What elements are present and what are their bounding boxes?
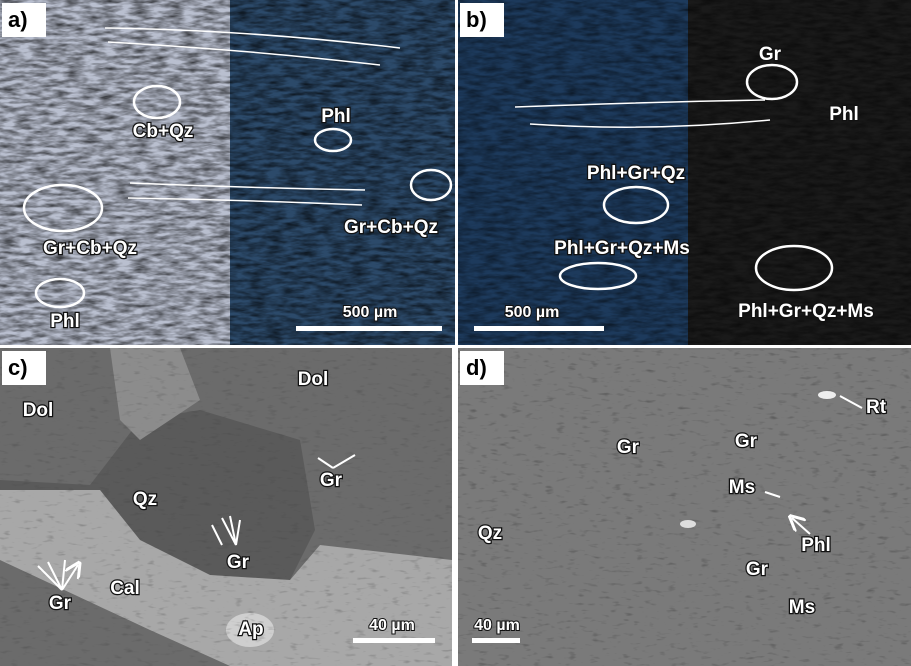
annotation: Gr xyxy=(227,552,250,573)
annotation: Cb+Qz xyxy=(133,121,194,142)
annotation: Gr xyxy=(746,559,769,580)
annotation: Gr xyxy=(735,431,758,452)
annotation: Ap xyxy=(238,619,263,640)
annotation: Phl+Gr+Qz+Ms xyxy=(554,238,690,259)
annotation: Gr xyxy=(759,44,782,65)
annotation: Phl xyxy=(801,535,831,556)
annotation: Dol xyxy=(298,369,329,390)
panel-a: a) Cb+Qz Phl Gr+Cb+Qz Gr+Cb+Qz Phl 500 µ… xyxy=(0,0,455,345)
scale-label: 40 µm xyxy=(369,617,415,634)
figure: a) Cb+Qz Phl Gr+Cb+Qz Gr+Cb+Qz Phl 500 µ… xyxy=(0,0,911,666)
annotation: Gr xyxy=(320,470,343,491)
scale-bar xyxy=(474,326,604,331)
scale-label: 500 µm xyxy=(343,304,398,321)
annotation: Dol xyxy=(23,400,54,421)
scale-bar xyxy=(353,638,435,643)
annotation: Qz xyxy=(133,489,157,510)
scale-label: 40 µm xyxy=(474,617,520,634)
annotation: Gr+Cb+Qz xyxy=(43,238,137,259)
grain xyxy=(680,520,696,528)
panel-label: d) xyxy=(466,355,487,380)
annotation: Phl+Gr+Qz+Ms xyxy=(738,301,874,322)
annotation: Ms xyxy=(789,597,815,618)
annotation: Gr xyxy=(49,593,72,614)
annotation: Gr+Cb+Qz xyxy=(344,217,438,238)
annotation: Gr xyxy=(617,437,640,458)
annotation: Ms xyxy=(729,477,755,498)
panel-label: b) xyxy=(466,7,487,32)
texture xyxy=(458,348,911,666)
scale-bar xyxy=(472,638,520,643)
annotation: Qz xyxy=(478,523,502,544)
annotation: Phl xyxy=(50,311,80,332)
panel-label: c) xyxy=(8,355,28,380)
panel-b: b) Gr Phl Phl+Gr+Qz Phl+Gr+Qz+Ms Phl+Gr+… xyxy=(458,0,911,345)
scale-label: 500 µm xyxy=(505,304,560,321)
annotation: Phl xyxy=(829,104,859,125)
annotation: Rt xyxy=(866,397,887,418)
annotation: Cal xyxy=(110,578,140,599)
rutile-grain xyxy=(818,391,836,399)
panel-c: c) Dol Dol Qz Gr Gr Gr Cal Ap 40 µm xyxy=(0,348,452,666)
annotation: Phl xyxy=(321,106,351,127)
panel-label: a) xyxy=(8,7,28,32)
panel-d: d) Gr Gr Rt Ms Phl Qz Gr Ms 40 µm xyxy=(458,348,911,666)
texture xyxy=(0,0,455,345)
scale-bar xyxy=(296,326,442,331)
annotation: Phl+Gr+Qz xyxy=(587,163,685,184)
